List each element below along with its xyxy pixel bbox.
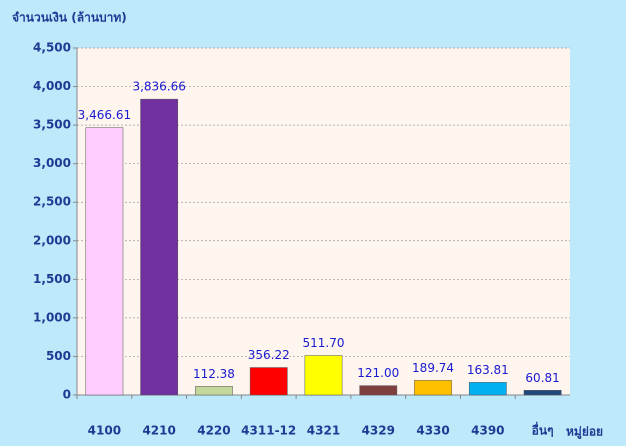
y-tick-label: 4,000 bbox=[33, 79, 71, 93]
y-tick-label: 2,500 bbox=[33, 195, 71, 209]
data-label: 189.74 bbox=[412, 361, 454, 375]
bar bbox=[359, 385, 398, 396]
x-tick-label: 4210 bbox=[142, 424, 175, 438]
x-tick-label: อื่นๆ bbox=[532, 422, 554, 438]
x-tick-label: 4390 bbox=[471, 424, 504, 438]
bar bbox=[249, 367, 288, 396]
data-label: 3,836.66 bbox=[132, 80, 185, 94]
x-axis-title: หมู่ย่อย bbox=[566, 425, 603, 440]
bar bbox=[468, 382, 507, 396]
y-tick-label: 1,000 bbox=[33, 310, 71, 324]
bar bbox=[140, 98, 179, 396]
y-tick-label: 1,500 bbox=[33, 272, 71, 286]
x-tick-label: 4220 bbox=[197, 424, 230, 438]
x-tick-label: 4330 bbox=[416, 424, 449, 438]
bar bbox=[414, 380, 452, 396]
bar bbox=[195, 386, 233, 396]
bar bbox=[85, 127, 124, 396]
y-tick-label: 2,000 bbox=[33, 233, 71, 247]
y-axis-title: จำนวนเงิน (ล้านบาท) bbox=[12, 11, 127, 25]
data-label: 511.70 bbox=[303, 336, 345, 350]
bar bbox=[304, 355, 343, 396]
y-tick-label: 0 bbox=[63, 388, 71, 402]
x-tick-label: 4100 bbox=[88, 424, 121, 438]
y-tick-label: 3,500 bbox=[33, 118, 71, 132]
bar bbox=[523, 390, 562, 396]
data-label: 112.38 bbox=[193, 367, 235, 381]
data-label: 3,466.61 bbox=[78, 108, 131, 122]
data-label: 356.22 bbox=[248, 348, 290, 362]
data-label: 121.00 bbox=[357, 366, 399, 380]
x-tick-label: 4311-12 bbox=[241, 424, 296, 438]
y-tick-label: 500 bbox=[46, 349, 71, 363]
x-tick-label: 4321 bbox=[307, 424, 340, 438]
x-tick-label: 4329 bbox=[362, 424, 395, 438]
data-label: 163.81 bbox=[467, 363, 509, 377]
y-tick-label: 4,500 bbox=[33, 41, 71, 55]
y-tick-label: 3,000 bbox=[33, 156, 71, 170]
data-label: 60.81 bbox=[525, 371, 559, 385]
